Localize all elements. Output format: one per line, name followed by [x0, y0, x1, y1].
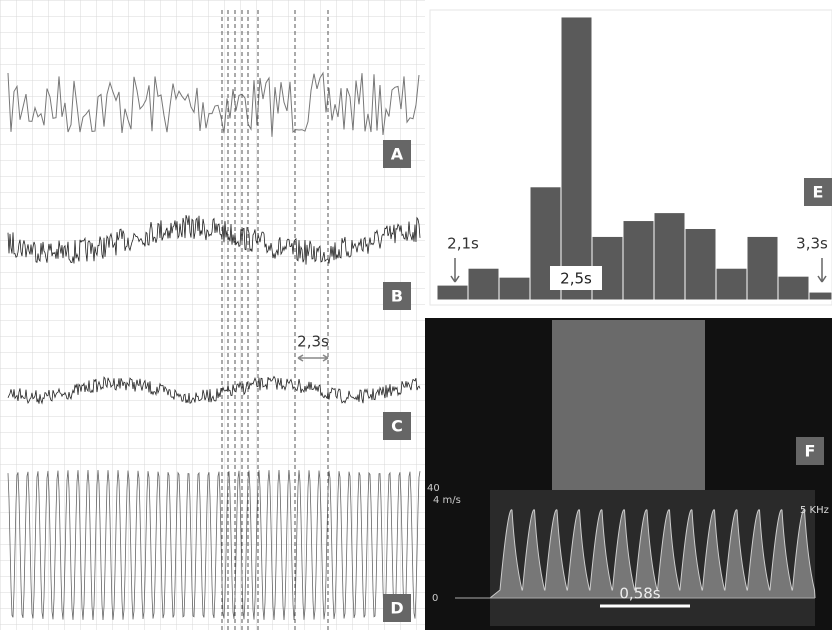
- frequency: 5 KHz: [800, 505, 829, 516]
- histogram-bar: [809, 292, 832, 300]
- zero-label: 0: [432, 593, 438, 604]
- interval-label: 0,58s: [619, 585, 660, 603]
- histogram-bar: [499, 277, 530, 300]
- panel-label: A: [391, 145, 404, 164]
- velocity-unit: 4 m/s: [433, 495, 461, 506]
- figure: 2,1s 2,5s 3,3s 0,58s 404 m/s 5 KHz 0 A B C D E F 2,…: [0, 0, 832, 630]
- histogram-bar: [437, 285, 468, 300]
- histogram-bar: [654, 213, 685, 300]
- end-label: 3,3s: [796, 235, 828, 253]
- start-label: 2,1s: [447, 235, 479, 253]
- panel-label: B: [391, 287, 403, 306]
- interval-label: 2,3s: [297, 333, 329, 351]
- panel-label: C: [391, 417, 403, 436]
- histogram-bar: [561, 17, 592, 300]
- histogram-bar: [716, 268, 747, 300]
- panel-label: E: [813, 183, 824, 202]
- histogram-bar: [778, 276, 809, 300]
- peak-label: 2,5s: [560, 270, 592, 288]
- ultrasound-image: [552, 320, 705, 493]
- panel-label: D: [390, 599, 403, 618]
- histogram-bar: [685, 228, 716, 300]
- histogram-bar: [623, 221, 654, 300]
- histogram-bar: [747, 236, 778, 300]
- scale-top: 40: [427, 483, 440, 494]
- signal-grid: [0, 0, 425, 630]
- histogram-bar: [468, 268, 499, 300]
- panel-label: F: [805, 442, 816, 461]
